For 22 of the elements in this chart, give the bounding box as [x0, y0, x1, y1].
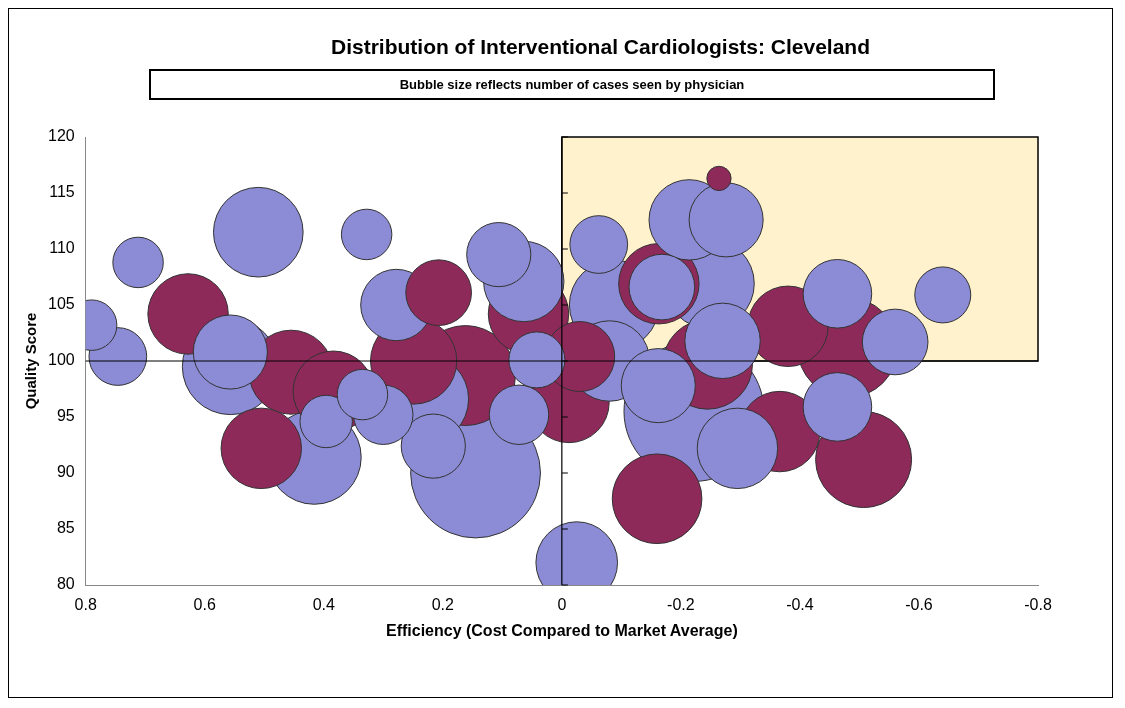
y-tick-label: 120	[47, 127, 75, 145]
x-tick-label: 0	[557, 596, 567, 614]
x-tick-label: 0.2	[431, 596, 455, 614]
x-tick-label: -0.8	[1024, 596, 1052, 614]
y-tick-label: 115	[49, 183, 75, 201]
y-tick-label: 110	[49, 239, 75, 257]
x-axis-title: Efficiency (Cost Compared to Market Average)	[385, 622, 738, 640]
x-tick-label: -0.4	[786, 596, 814, 614]
y-tick-label: 100	[47, 351, 75, 369]
y-tick-label: 95	[56, 407, 75, 425]
chart-subtitle: Bubble size reflects number of cases seen by physician	[149, 69, 995, 100]
y-axis-title: Quality Score	[22, 312, 40, 410]
x-tick-label: 0.8	[74, 596, 97, 614]
y-tick-label: 80	[56, 575, 75, 593]
y-tick-label: 85	[56, 519, 75, 537]
x-tick-label: -0.6	[905, 596, 933, 614]
x-tick-label: 0.4	[312, 596, 335, 614]
y-tick-label: 105	[47, 295, 75, 313]
y-tick-label: 90	[56, 463, 75, 481]
chart-title: Distribution of Interventional Cardiologists: Cleveland	[329, 35, 872, 59]
x-tick-label: 0.6	[193, 596, 216, 614]
x-tick-label: -0.2	[667, 596, 695, 614]
